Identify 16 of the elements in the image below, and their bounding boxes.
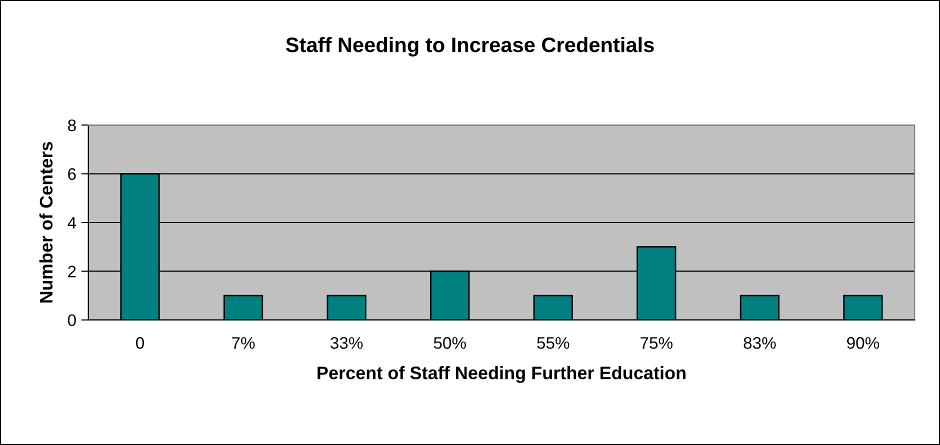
y-tick-label: 0: [68, 314, 76, 326]
x-tick-label: 50%: [434, 337, 466, 349]
x-tick-label: 0: [136, 337, 144, 349]
x-tick-label: 7%: [232, 337, 255, 349]
x-tick-label: 90%: [847, 337, 880, 349]
x-tick-label: 33%: [330, 337, 363, 349]
x-tick-label: 75%: [640, 337, 672, 349]
chart-title: Staff Needing to Increase Credentials: [286, 36, 654, 56]
x-tick-label: 55%: [537, 337, 570, 349]
x-tick-label: 83%: [744, 337, 776, 349]
x-axis-title: Percent of Staff Needing Further Education: [318, 366, 686, 383]
y-tick-label: 6: [68, 168, 76, 180]
y-axis-title: Number of Centers: [39, 142, 53, 303]
y-tick-label: 2: [68, 266, 76, 278]
y-tick-label: 8: [68, 119, 76, 132]
y-tick-label: 4: [68, 217, 76, 229]
